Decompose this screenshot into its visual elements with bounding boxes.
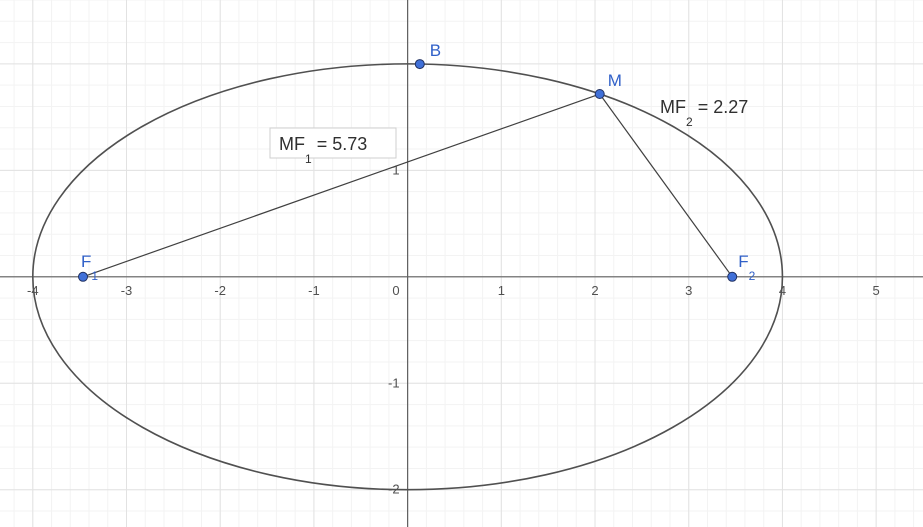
point-M[interactable] <box>595 90 604 99</box>
point-F1[interactable] <box>79 272 88 281</box>
y-tick-label: -1 <box>388 375 400 390</box>
segment-F1-M <box>83 94 600 277</box>
x-tick-label: 2 <box>591 283 598 298</box>
point-label-B: B <box>430 41 441 60</box>
point-B[interactable] <box>415 60 424 69</box>
plot-canvas: { "viewport": { "width": 923, "height": … <box>0 0 923 527</box>
point-F2[interactable] <box>728 272 737 281</box>
point-label-F2: F2 <box>738 252 755 283</box>
x-tick-label: 1 <box>498 283 505 298</box>
segment-F2-M <box>600 94 733 277</box>
measure-label-MF2: MF2 = 2.27 <box>660 97 748 129</box>
x-tick-label: 3 <box>685 283 692 298</box>
origin-label: 0 <box>392 283 399 298</box>
x-tick-label: 5 <box>873 283 880 298</box>
point-label-M: M <box>608 71 622 90</box>
x-tick-label: -3 <box>121 283 133 298</box>
x-tick-label: -1 <box>308 283 320 298</box>
measure-label-MF1: MF1 = 5.73 <box>279 134 367 166</box>
x-tick-label: -2 <box>214 283 226 298</box>
plot-svg: -4-3-2-1123451-1-20F1F2BMMF1 = 5.73MF2 =… <box>0 0 923 527</box>
